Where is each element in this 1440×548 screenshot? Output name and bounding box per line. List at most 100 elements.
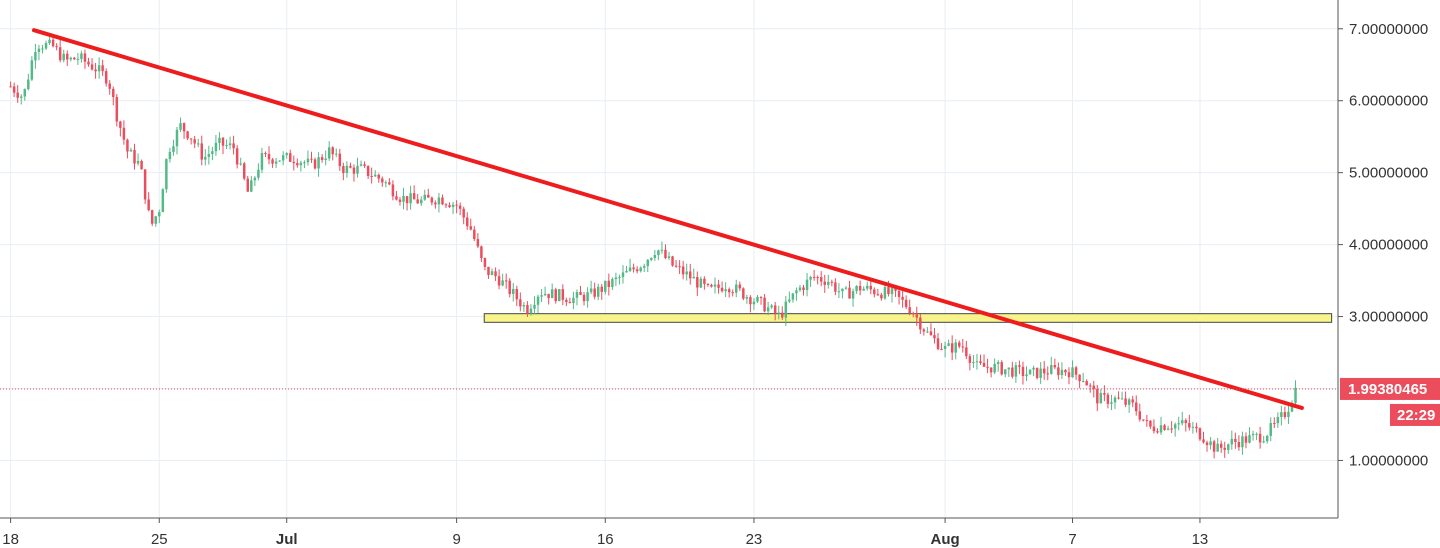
candle-down (706, 283, 710, 285)
candle-up (837, 291, 841, 293)
candle-down (1035, 367, 1039, 378)
candle-down (565, 299, 568, 303)
candle-up (890, 288, 894, 295)
candle-up (798, 287, 802, 291)
candle-up (943, 345, 947, 350)
candle-up (611, 279, 614, 287)
candle-down (547, 293, 550, 299)
candle-down (1046, 373, 1049, 375)
candle-up (356, 165, 359, 174)
candle-down (430, 197, 434, 203)
candle-down (405, 196, 409, 204)
candle-up (1265, 435, 1269, 442)
candle-down (1074, 367, 1078, 375)
candle-down (313, 159, 317, 169)
candle-up (550, 289, 554, 299)
candle-down (182, 123, 186, 132)
candle-down (880, 294, 883, 299)
candle-up (239, 163, 242, 165)
candle-up (1173, 424, 1177, 429)
candle-down (696, 276, 699, 288)
candle-down (232, 143, 235, 149)
candlestick-series (9, 35, 1297, 459)
candle-down (235, 148, 239, 165)
candle-up (777, 312, 780, 314)
candle-up (1276, 417, 1280, 424)
candle-up (501, 280, 504, 286)
candle-down (331, 147, 334, 155)
candle-up (257, 169, 260, 178)
candle-up (228, 143, 232, 146)
candle-up (48, 39, 51, 44)
candle-down (377, 174, 380, 179)
candle-down (731, 292, 734, 294)
candle-down (763, 297, 766, 312)
candle-down (904, 299, 908, 308)
candle-down (936, 338, 940, 350)
price-axis[interactable]: 7.00000000 6.00000000 5.00000000 4.00000000… (1337, 0, 1440, 548)
candle-down (289, 153, 292, 162)
candle-down (1064, 369, 1067, 373)
candle-down (582, 294, 586, 302)
candle-down (395, 196, 398, 200)
candle-down (246, 178, 250, 192)
candle-up (575, 292, 579, 298)
candle-down (1134, 402, 1138, 412)
candle-up (865, 285, 869, 289)
candle-up (699, 278, 703, 288)
candle-down (388, 182, 391, 185)
candle-down (87, 61, 90, 65)
candle-down (12, 86, 16, 93)
candle-up (572, 297, 575, 304)
candle-down (104, 71, 108, 84)
candle-up (1025, 374, 1028, 376)
candle-down (1085, 381, 1088, 386)
candle-up (1294, 387, 1297, 403)
candle-down (494, 271, 497, 277)
time-axis[interactable]: 18 25 Jul 9 16 23 Aug 7 13 (0, 517, 1338, 548)
candle-up (218, 137, 221, 143)
candle-up (844, 287, 848, 289)
candle-down (310, 158, 313, 160)
candle-up (851, 291, 855, 299)
candle-up (646, 259, 650, 267)
candle-up (1028, 369, 1032, 375)
countdown-timer: 22:29 (1397, 407, 1435, 424)
resistance-trendline (31, 28, 1304, 410)
candle-down (749, 297, 752, 305)
candle-up (207, 154, 211, 157)
candle-down (554, 289, 557, 302)
candle-down (908, 307, 911, 314)
candle-up (766, 307, 770, 312)
candle-up (784, 301, 788, 318)
candle-down (703, 278, 706, 284)
candle-up (129, 149, 133, 152)
candle-up (1110, 402, 1113, 404)
candle-down (242, 163, 246, 179)
candle-down (600, 286, 603, 292)
candle-down (1138, 411, 1142, 420)
candle-down (781, 312, 784, 318)
candle-up (650, 257, 653, 260)
y-tick-label: 6.00000000 (1349, 93, 1428, 110)
candle-down (391, 184, 395, 197)
x-tick-label: 18 (2, 531, 19, 548)
candle-down (848, 287, 851, 299)
candle-down (1011, 367, 1014, 377)
candle-up (692, 276, 696, 279)
candle-down (1258, 433, 1262, 443)
candle-down (958, 342, 961, 347)
candle-down (526, 304, 529, 314)
candle-down (1103, 393, 1106, 395)
candle-down (465, 217, 469, 227)
candle-down (901, 296, 904, 300)
candle-up (1181, 420, 1184, 424)
candle-up (1039, 368, 1042, 378)
candle-up (657, 250, 660, 256)
candle-up (76, 58, 80, 60)
candle-up (27, 79, 30, 90)
candle-up (1166, 428, 1170, 430)
candle-down (122, 127, 126, 140)
candle-down (296, 163, 299, 166)
